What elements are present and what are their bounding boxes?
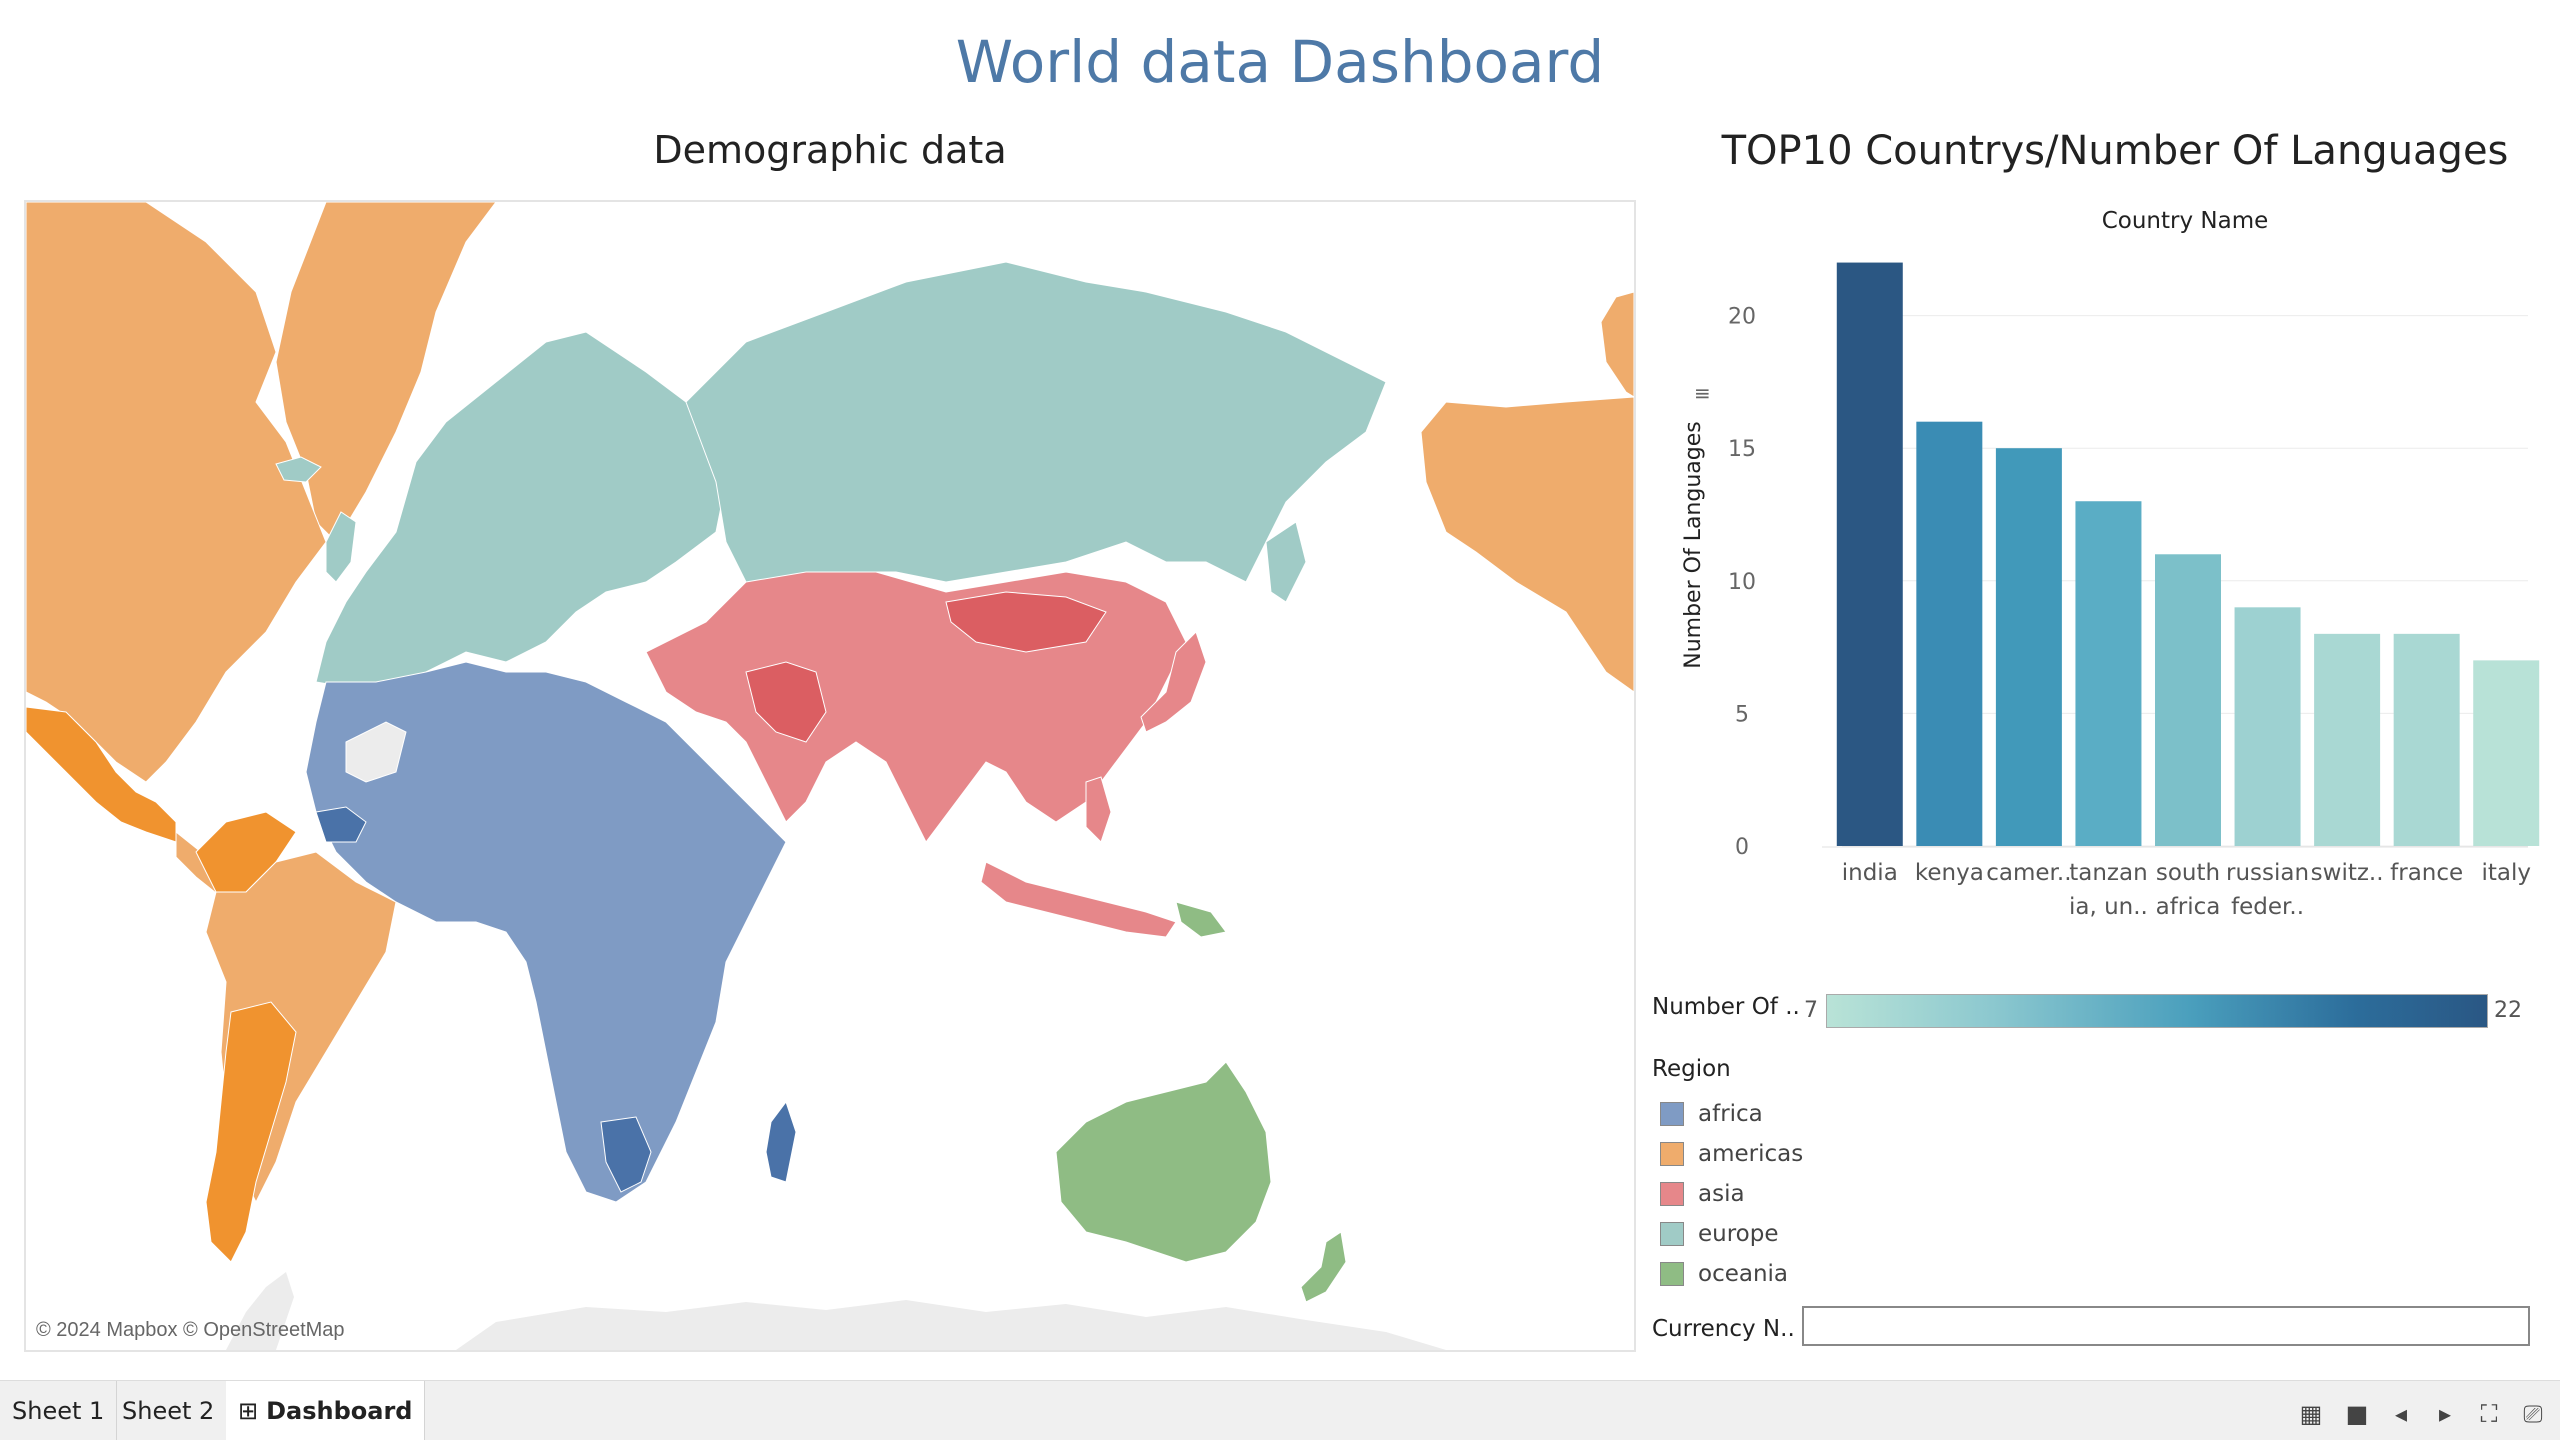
x-tick-label: ia, un.. (2069, 894, 2148, 920)
new-zealand-shape[interactable] (1300, 1231, 1347, 1303)
sheet-tab-bar: Sheet 1 Sheet 2 ⊞ Dashboard (0, 1380, 2560, 1440)
bar-4[interactable] (2155, 554, 2221, 846)
x-tick-label: india (1842, 860, 1898, 886)
next-icon[interactable]: ▸ (2438, 1400, 2452, 1428)
papua-new-guinea-shape[interactable] (1175, 901, 1227, 938)
fullscreen-icon[interactable]: ⛶ (2480, 1400, 2498, 1428)
iran-shape[interactable] (745, 661, 827, 743)
chart-title: TOP10 Countrys/Number Of Languages (1721, 128, 2509, 174)
alaska-shape[interactable] (1420, 396, 1634, 693)
bar-5[interactable] (2234, 607, 2301, 846)
namibia-shape[interactable] (600, 1116, 652, 1193)
legend-swatch-africa (1660, 1102, 1684, 1126)
y-tick-label: 15 (1728, 437, 1756, 462)
currency-filter-input[interactable] (1802, 1306, 2530, 1346)
bar-7[interactable] (2393, 633, 2460, 846)
legend-label-oceania: oceania (1698, 1261, 1789, 1287)
color-legend-ramp[interactable] (1826, 994, 2488, 1028)
y-tick-label: 0 (1735, 835, 1749, 860)
world-map[interactable]: © 2024 Mapbox © OpenStreetMap (24, 200, 1636, 1352)
indonesia-shape[interactable] (980, 861, 1177, 938)
sort-icon[interactable]: ≡ (1694, 381, 1711, 405)
present-icon[interactable]: ⎚ (2523, 1400, 2543, 1428)
legend-label-europe: europe (1698, 1221, 1779, 1247)
x-tick-label: africa (2156, 894, 2221, 920)
color-legend-label: Number Of .. (1652, 994, 1800, 1020)
grid-icon: ⊞ (238, 1397, 259, 1425)
x-tick-label: feder.. (2231, 894, 2304, 920)
japan-shape[interactable] (1140, 631, 1207, 733)
tab-dashboard[interactable]: ⊞ Dashboard (226, 1381, 426, 1440)
x-tick-label: tanzan (2069, 860, 2147, 886)
legend-item-europe[interactable]: europe (1660, 1214, 1803, 1254)
bar-2[interactable] (1995, 448, 2062, 846)
x-tick-label: south (2156, 860, 2220, 886)
africa-shape[interactable] (305, 661, 787, 1203)
dashboard-title: World data Dashboard (955, 28, 1605, 96)
uk-shape[interactable] (325, 511, 357, 583)
region-legend-title: Region (1652, 1056, 1731, 1082)
x-tick-label: france (2390, 860, 2463, 886)
prev-icon[interactable]: ◂ (2394, 1400, 2408, 1428)
presentation-layout-icon[interactable]: ▦ (2299, 1400, 2323, 1428)
x-tick-label: kenya (1915, 860, 1984, 886)
y-axis-title: Number Of Languages (1681, 421, 1706, 668)
legend-swatch-americas (1660, 1142, 1684, 1166)
legend-swatch-oceania (1660, 1262, 1684, 1286)
x-tick-label: italy (2481, 860, 2531, 886)
bar-0[interactable] (1836, 262, 1903, 847)
y-tick-label: 10 (1728, 570, 1756, 595)
x-tick-label: camer.. (1986, 860, 2071, 886)
map-title: Demographic data (653, 128, 1007, 172)
australia-shape[interactable] (1055, 1061, 1272, 1263)
north-america-shape[interactable] (26, 202, 327, 783)
x-tick-label: switz.. (2311, 860, 2384, 886)
madagascar-shape[interactable] (765, 1100, 797, 1183)
y-tick-label: 20 (1728, 305, 1756, 330)
legend-item-oceania[interactable]: oceania (1660, 1254, 1803, 1294)
greenland-east-shape[interactable] (1600, 291, 1634, 398)
argentina-chile-shape[interactable] (205, 1001, 297, 1263)
mongolia-shape[interactable] (945, 591, 1107, 653)
bar-6[interactable] (2314, 633, 2381, 846)
map-svg[interactable] (26, 202, 1634, 1350)
legend-item-asia[interactable]: asia (1660, 1174, 1803, 1214)
greenland-shape[interactable] (275, 202, 497, 543)
bar-chart[interactable]: Country Name Number Of Languages ≡ 0 5 10 15 20… (1650, 200, 2560, 940)
bar-3[interactable] (2075, 501, 2142, 846)
currency-filter-label: Currency N.. (1652, 1316, 1795, 1342)
antarctica-shape (456, 1300, 1446, 1350)
bar-chart-svg[interactable]: Country Name Number Of Languages ≡ 0 5 10 15 20… (1650, 200, 2560, 940)
region-legend: africa americas asia europe oceania (1660, 1094, 1803, 1294)
west-africa-highlight-shape[interactable] (315, 806, 367, 843)
map-credit[interactable]: © 2024 Mapbox © OpenStreetMap (36, 1319, 345, 1341)
color-legend-min: 7 (1804, 998, 1818, 1023)
legend-label-africa: africa (1698, 1101, 1763, 1127)
legend-item-africa[interactable]: africa (1660, 1094, 1803, 1134)
legend-swatch-europe (1660, 1222, 1684, 1246)
iceland-shape[interactable] (275, 456, 322, 483)
legend-label-americas: americas (1698, 1141, 1804, 1167)
stop-icon[interactable]: ■ (2345, 1400, 2369, 1428)
kamchatka-shape[interactable] (1265, 521, 1307, 603)
sahara-nodata-shape (345, 721, 407, 783)
bar-8[interactable] (2473, 660, 2540, 846)
bar-1[interactable] (1916, 421, 1983, 846)
tab-sheet-2[interactable]: Sheet 2 (110, 1381, 228, 1440)
color-legend-max: 22 (2494, 998, 2522, 1023)
x-tick-label: russian (2226, 860, 2309, 886)
legend-label-asia: asia (1698, 1181, 1745, 1207)
legend-item-americas[interactable]: americas (1660, 1134, 1803, 1174)
y-tick-label: 5 (1735, 702, 1749, 727)
philippines-shape[interactable] (1085, 776, 1112, 843)
antarctica-peninsula-shape (226, 1272, 294, 1350)
legend-swatch-asia (1660, 1182, 1684, 1206)
tab-dashboard-label: Dashboard (266, 1397, 413, 1425)
tab-sheet-1[interactable]: Sheet 1 (0, 1381, 118, 1440)
x-axis-title: Country Name (2102, 208, 2269, 234)
